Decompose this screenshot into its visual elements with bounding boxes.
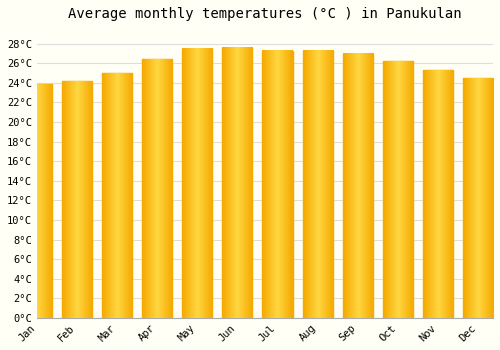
Bar — [102, 73, 132, 318]
Bar — [22, 84, 52, 318]
Bar — [302, 51, 332, 318]
Bar — [62, 81, 92, 318]
Bar — [463, 78, 493, 318]
Bar — [222, 48, 252, 318]
Bar — [142, 60, 172, 318]
Bar — [423, 70, 453, 318]
Title: Average monthly temperatures (°C ) in Panukulan: Average monthly temperatures (°C ) in Pa… — [68, 7, 462, 21]
Bar — [383, 61, 413, 318]
Bar — [342, 54, 372, 318]
Bar — [262, 51, 292, 318]
Bar — [182, 49, 212, 318]
